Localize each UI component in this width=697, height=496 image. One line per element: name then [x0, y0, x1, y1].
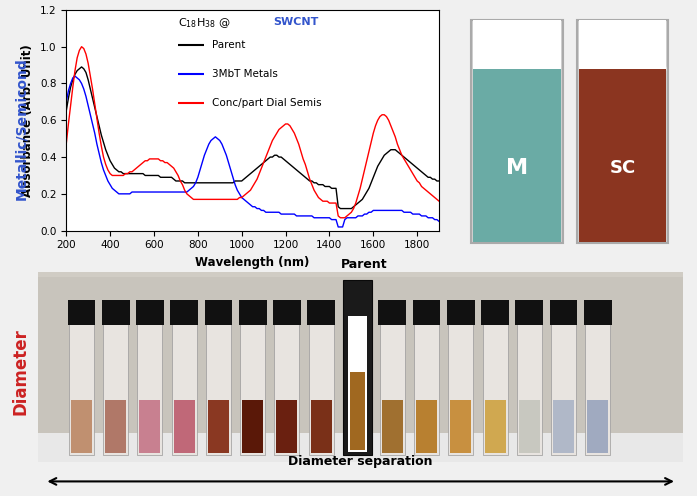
Text: Metallic/Semicond: Metallic/Semicond	[14, 58, 28, 200]
Bar	[550, 301, 577, 325]
Bar	[588, 400, 608, 453]
Bar	[208, 400, 229, 453]
Bar	[584, 301, 612, 325]
Text: Parent: Parent	[341, 258, 388, 271]
Bar	[103, 321, 128, 455]
Text: Diameter separation: Diameter separation	[289, 455, 433, 468]
Bar	[171, 321, 197, 455]
Bar	[205, 301, 232, 325]
Text: C$_{18}$H$_{38}$ @: C$_{18}$H$_{38}$ @	[178, 16, 231, 30]
FancyBboxPatch shape	[471, 19, 562, 243]
Bar	[71, 400, 92, 453]
Bar	[240, 321, 265, 455]
Text: Conc/part Dial Semis: Conc/part Dial Semis	[212, 98, 321, 108]
Bar	[349, 372, 365, 450]
Bar	[473, 19, 560, 71]
Text: 3MbT Metals: 3MbT Metals	[212, 69, 277, 79]
Text: SWCNT: SWCNT	[273, 16, 319, 27]
Bar	[137, 321, 162, 455]
Bar	[242, 400, 263, 453]
Bar	[38, 272, 684, 462]
Bar	[206, 321, 231, 455]
Bar	[516, 301, 543, 325]
Bar	[551, 321, 576, 455]
Bar	[413, 301, 441, 325]
Bar	[378, 301, 406, 325]
Ellipse shape	[579, 52, 666, 86]
Bar	[380, 321, 405, 455]
Bar	[516, 321, 542, 455]
Bar	[579, 19, 666, 71]
Bar	[519, 400, 540, 453]
Bar	[343, 280, 372, 455]
Bar	[105, 400, 126, 453]
FancyBboxPatch shape	[577, 19, 668, 243]
Bar	[273, 301, 301, 325]
Bar	[348, 316, 367, 452]
Bar	[68, 301, 95, 325]
Bar	[585, 321, 611, 455]
Bar	[382, 400, 403, 453]
Bar	[174, 400, 194, 453]
Bar	[448, 321, 473, 455]
Bar	[170, 301, 198, 325]
Bar	[139, 400, 160, 453]
Bar	[38, 433, 684, 462]
Bar	[311, 400, 332, 453]
Bar	[484, 400, 505, 453]
Bar	[482, 321, 507, 455]
Bar	[102, 301, 130, 325]
Bar	[416, 400, 437, 453]
Bar	[447, 301, 475, 325]
Bar	[481, 301, 509, 325]
Text: Parent: Parent	[212, 40, 245, 50]
Bar	[414, 321, 439, 455]
X-axis label: Wavelength (nm): Wavelength (nm)	[195, 256, 310, 269]
Bar	[579, 69, 666, 242]
Bar	[277, 400, 298, 453]
Ellipse shape	[473, 52, 560, 86]
Bar	[553, 400, 574, 453]
Bar	[450, 400, 471, 453]
Bar	[69, 321, 94, 455]
Text: M: M	[506, 158, 528, 178]
Y-axis label: Absorbance (Arb. Unit): Absorbance (Arb. Unit)	[22, 44, 34, 196]
Bar	[136, 301, 164, 325]
Bar	[275, 321, 300, 455]
Bar	[38, 277, 684, 433]
Text: Diameter: Diameter	[12, 328, 30, 416]
Bar	[239, 301, 266, 325]
Bar	[473, 69, 560, 242]
Text: SC: SC	[610, 159, 636, 177]
Bar	[309, 321, 334, 455]
Bar	[307, 301, 335, 325]
